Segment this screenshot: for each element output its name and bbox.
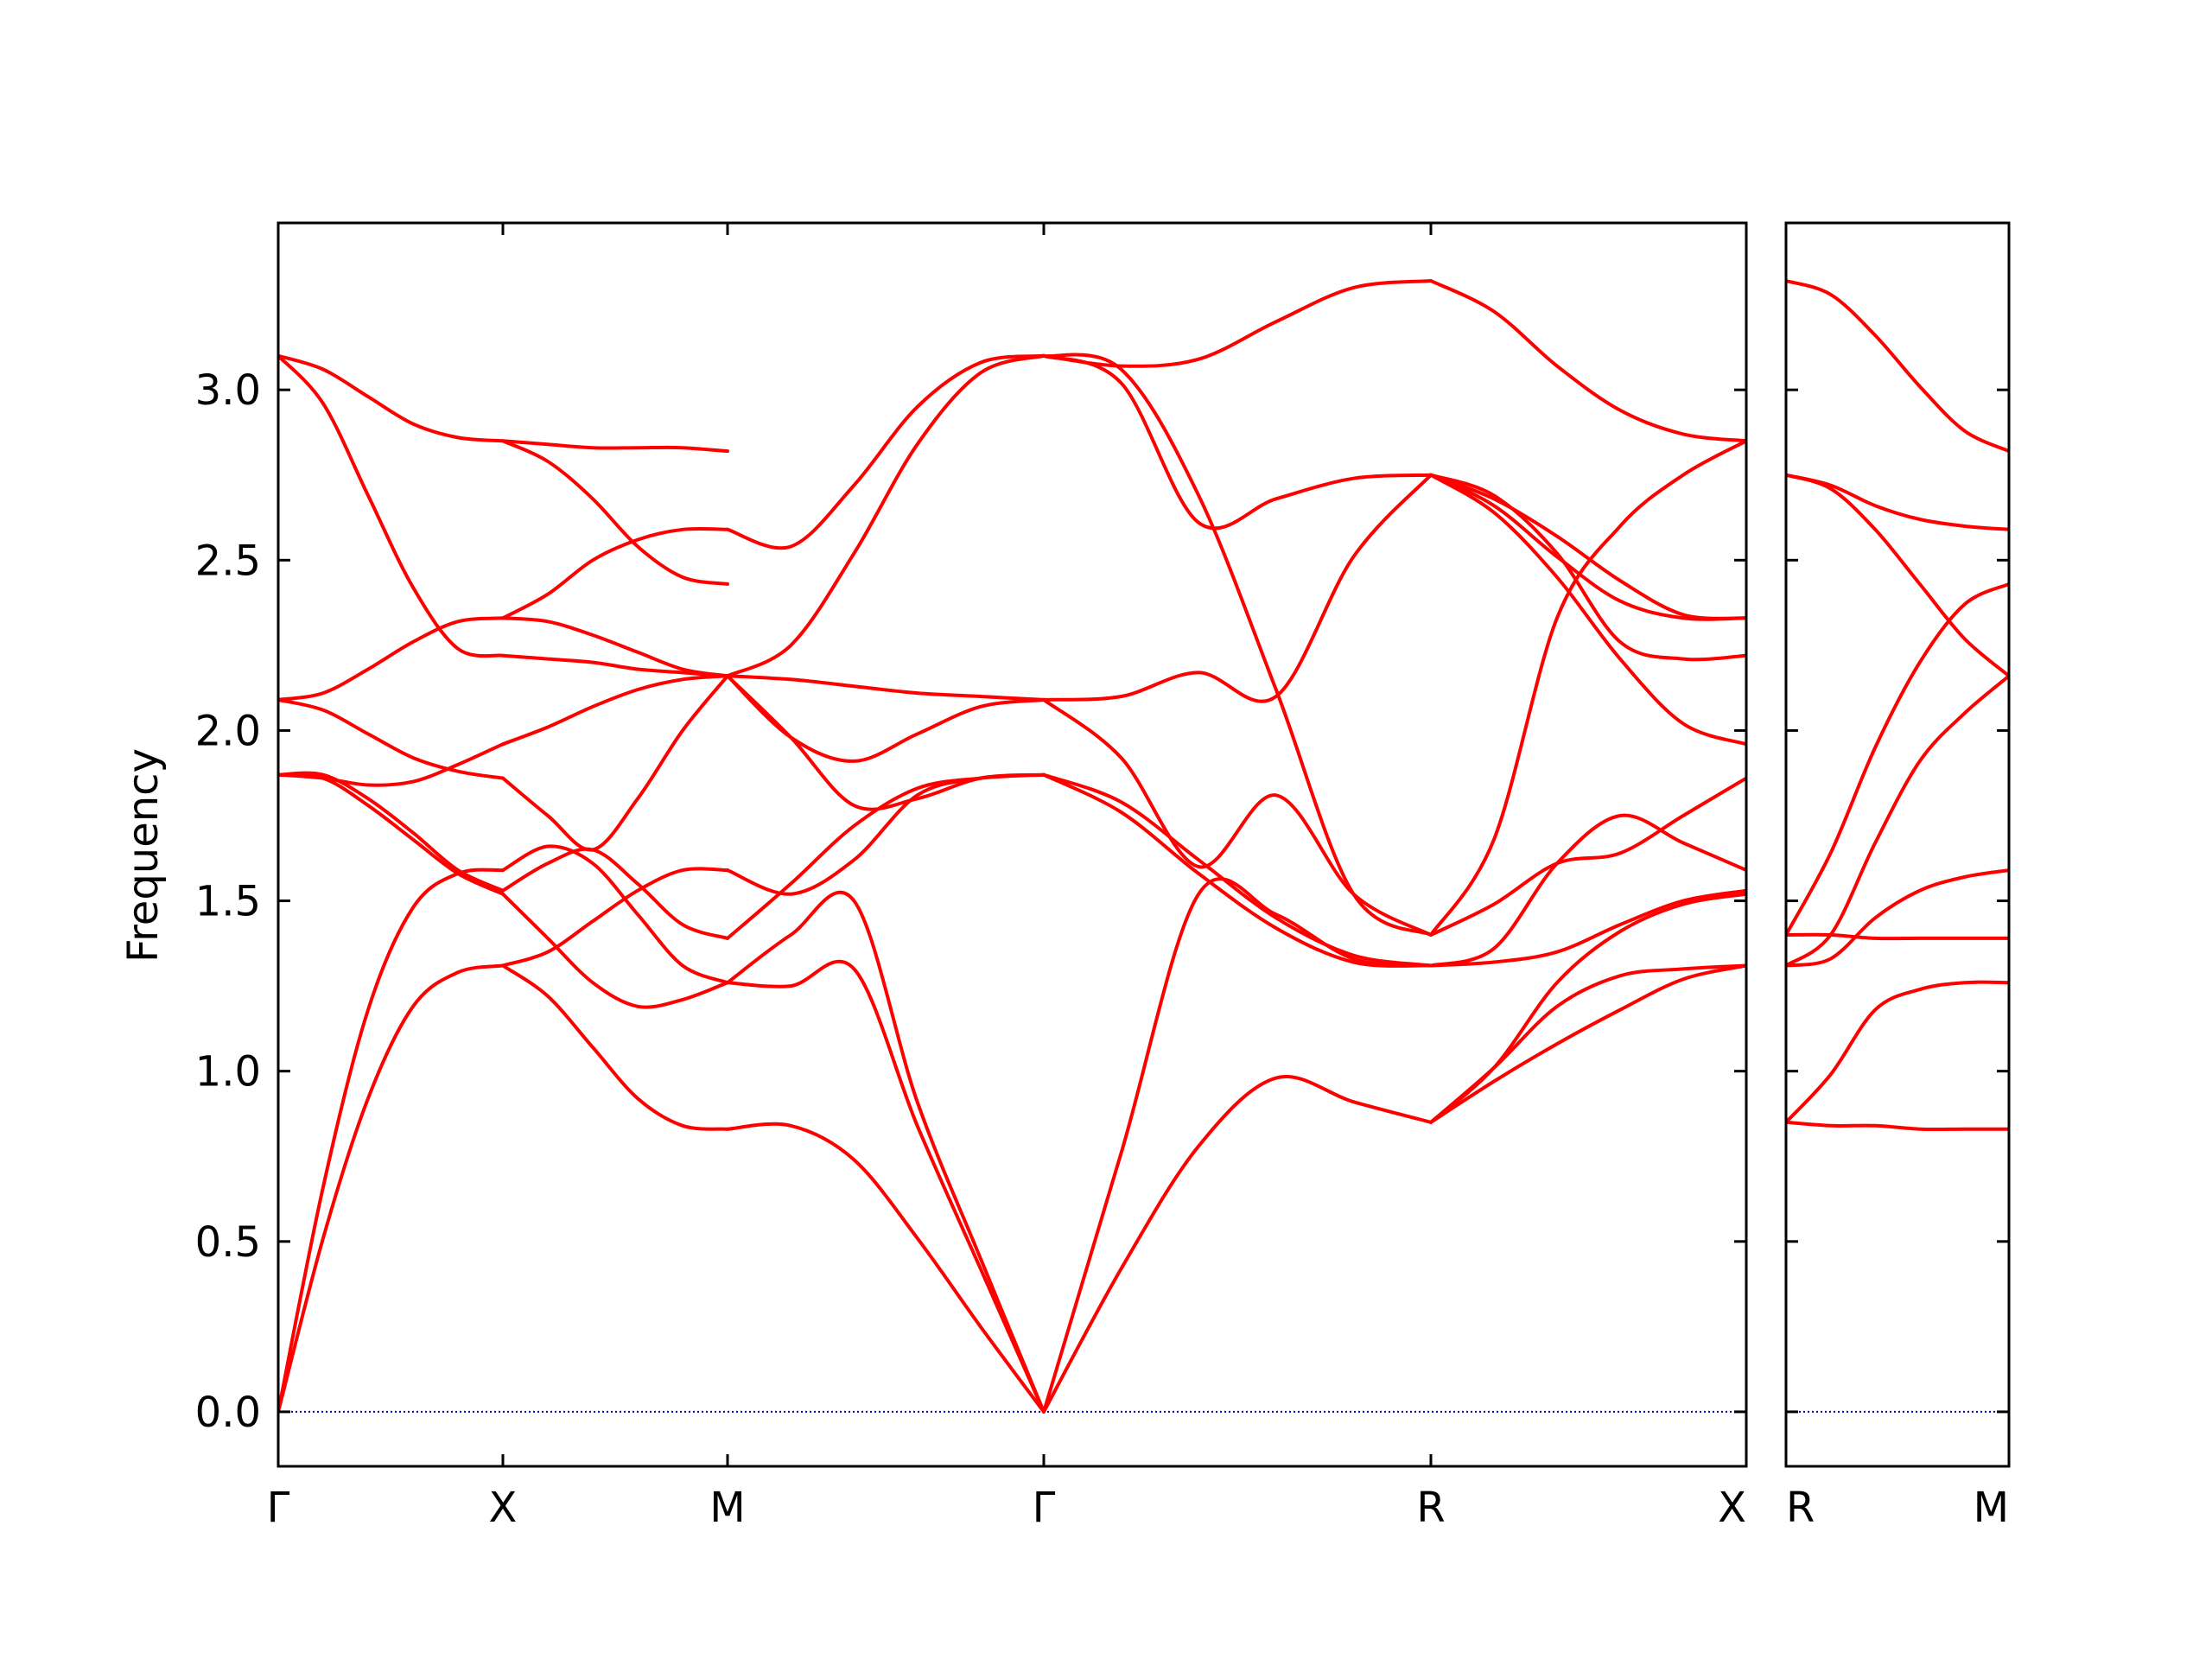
band-line-Γ-X-4 — [278, 771, 505, 893]
band-line-X-M-3 — [501, 892, 729, 1009]
x-tick-label: Γ — [267, 1484, 290, 1532]
band-line-R-X-8 — [1429, 473, 1746, 747]
band-line-R-M-6 — [1786, 582, 2009, 937]
x-tick-label: Γ — [1033, 1484, 1056, 1532]
band-line-Γ-X-9 — [278, 353, 505, 443]
band-line-Γ-X-6 — [278, 697, 505, 780]
bands-group — [278, 279, 1746, 1414]
y-tick-label: 1.0 — [195, 1048, 261, 1096]
panel-1: 0.0 0.5 1.0 1.5 2.0 2.5 3.0 Γ X M Γ R X — [195, 221, 1748, 1532]
band-line-Γ-R-8 — [1042, 353, 1433, 937]
y-axis-label: Frequency — [119, 748, 168, 963]
band-line-Γ-R-7 — [1042, 353, 1433, 531]
panels-group: 0.00.51.01.52.02.53.0Γ X M Γ R X R M — [195, 221, 2011, 1532]
band-line-Γ-X-5 — [278, 742, 505, 787]
band-line-M-Γ-6 — [726, 674, 1046, 811]
band-line-R-M-5 — [1786, 674, 2009, 968]
x-tick-label: X — [1718, 1484, 1746, 1532]
band-line-X-M-6 — [501, 674, 729, 852]
bands-group — [1786, 279, 2009, 1132]
band-line-R-M-9 — [1786, 279, 2009, 454]
band-line-M-Γ-1 — [726, 1122, 1046, 1414]
band-line-R-X-7 — [1429, 439, 1746, 937]
band-line-R-X-9 — [1429, 473, 1746, 662]
band-line-Γ-X-8 — [278, 353, 505, 658]
band-line-X-M-7 — [501, 674, 729, 747]
band-line-Γ-R-6 — [1042, 473, 1433, 703]
band-line-R-X-12 — [1429, 279, 1746, 443]
band-line-M-Γ-9 — [726, 353, 1046, 678]
band-line-Γ-R-2 — [1042, 877, 1433, 1414]
band-line-Γ-X-1 — [278, 963, 505, 1414]
band-line-R-M-8 — [1786, 473, 2009, 531]
band-line-M-Γ-2 — [726, 890, 1046, 1414]
band-line-X-M-10 — [501, 526, 729, 620]
band-line-R-M-1 — [1786, 1120, 2009, 1132]
band-line-R-M-7 — [1786, 473, 2009, 678]
band-line-X-M-11 — [501, 439, 729, 586]
band-line-Γ-X-2 — [278, 868, 505, 1414]
band-line-M-Γ-7 — [726, 674, 1046, 763]
band-line-X-M-1 — [501, 963, 729, 1131]
band-line-X-M-4 — [501, 847, 729, 940]
band-line-R-M-2 — [1786, 980, 2009, 1124]
y-tick-label: 2.5 — [195, 537, 261, 585]
band-line-R-M-4 — [1786, 932, 2009, 941]
band-line-R-X-3 — [1429, 892, 1746, 1124]
band-line-X-M-5 — [501, 844, 729, 985]
band-line-X-M-9 — [501, 616, 729, 678]
band-line-R-X-1 — [1429, 963, 1746, 1124]
band-line-R-X-10 — [1429, 473, 1746, 621]
band-line-R-X-4 — [1429, 888, 1746, 968]
x-tick-label: M — [709, 1484, 745, 1532]
band-line-R-X-11 — [1429, 473, 1746, 620]
band-line-R-X-5 — [1429, 813, 1746, 968]
band-line-R-M-3 — [1786, 868, 2009, 968]
band-line-M-Γ-8 — [726, 674, 1046, 702]
axes-frame — [276, 221, 1748, 1468]
band-line-M-Γ-10 — [726, 353, 1046, 550]
band-line-X-M-12 — [501, 439, 729, 454]
band-line-Γ-R-9 — [1042, 279, 1433, 368]
x-tick-label: R — [1786, 1484, 1815, 1532]
y-tick-label: 0.0 — [195, 1389, 261, 1437]
y-tick-label: 2.0 — [195, 707, 261, 755]
x-tick-label: X — [489, 1484, 518, 1532]
y-tick-label: 1.5 — [195, 878, 261, 926]
x-tick-label: R — [1416, 1484, 1445, 1532]
axes-frame — [1784, 221, 2011, 1468]
band-line-X-M-8 — [501, 653, 729, 678]
band-line-Γ-R-1 — [1042, 1075, 1433, 1414]
x-tick-label: M — [1974, 1484, 2009, 1532]
band-line-X-M-2 — [501, 867, 729, 968]
y-tick-label: 3.0 — [195, 366, 261, 415]
y-tick-label: 0.5 — [195, 1218, 261, 1267]
band-line-R-X-6 — [1429, 776, 1746, 937]
band-line-Γ-R-4 — [1042, 772, 1433, 968]
band-line-Γ-X-7 — [278, 616, 505, 702]
band-line-Γ-R-3 — [1042, 772, 1433, 968]
band-line-M-Γ-3 — [726, 959, 1046, 1414]
